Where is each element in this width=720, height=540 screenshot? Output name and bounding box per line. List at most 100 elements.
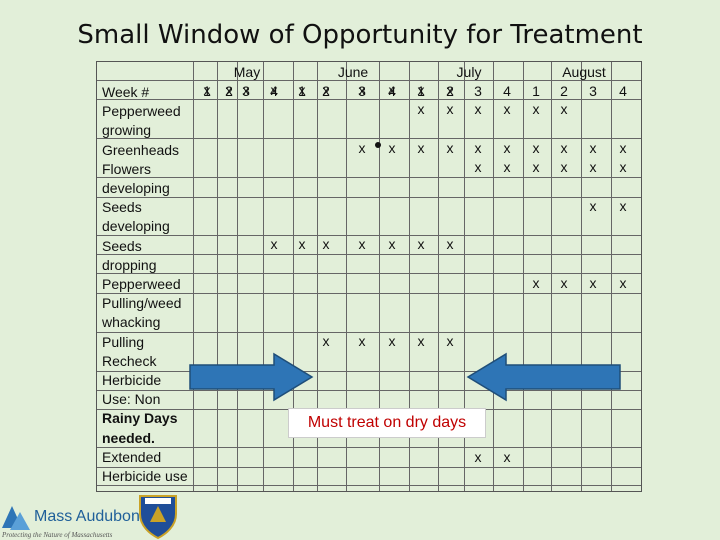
schedule-mark: x <box>503 159 511 175</box>
schedule-table: May June July August 1 2 3 4 1 2 3 4 1 2 3 4 1 2 3 4 Week # P… <box>96 61 642 492</box>
row-label: Pepperweed <box>102 276 181 292</box>
mass-audubon-logo: Mass Audubon Protecting the Nature of Ma… <box>1 495 177 540</box>
week-number: 3 <box>242 83 250 99</box>
schedule-mark: x <box>388 333 396 349</box>
grid-line <box>97 273 641 274</box>
row-label: Herbicide use <box>102 468 188 484</box>
schedule-mark: x <box>589 159 597 175</box>
schedule-mark: x <box>503 140 511 156</box>
grid-line <box>97 467 641 468</box>
schedule-mark: x <box>589 198 597 214</box>
grid-line <box>97 197 641 198</box>
svg-text:Mass Audubon: Mass Audubon <box>34 508 140 525</box>
grid-line <box>438 62 439 491</box>
grid-line <box>263 62 264 491</box>
schedule-mark: x <box>446 236 454 252</box>
schedule-mark: x <box>589 275 597 291</box>
month-header: August <box>562 64 606 80</box>
week-number: 3 <box>358 83 366 99</box>
grid-line <box>97 485 641 486</box>
row-label: Extended <box>102 448 162 465</box>
schedule-mark: x <box>417 333 425 349</box>
grid-line <box>97 138 641 139</box>
row-label: needed. <box>102 429 155 446</box>
row-label: Flowers <box>102 160 152 177</box>
schedule-mark: x <box>503 101 511 117</box>
schedule-mark: x <box>322 333 330 349</box>
week-number: 1 <box>417 83 425 99</box>
month-header: May <box>233 64 261 80</box>
schedule-mark: x <box>560 140 568 156</box>
svg-text:Protecting the Nature of Massa: Protecting the Nature of Massachusetts <box>1 531 113 539</box>
week-number: 3 <box>474 83 482 99</box>
schedule-mark: x <box>446 82 454 98</box>
grid-line <box>97 293 641 294</box>
schedule-mark: x <box>446 140 454 156</box>
schedule-mark: x <box>589 140 597 156</box>
schedule-mark: x <box>532 159 540 175</box>
month-header: July <box>456 64 482 80</box>
schedule-mark: x <box>388 82 396 98</box>
row-label: dropping <box>102 256 157 273</box>
schedule-mark: x <box>560 101 568 117</box>
logo-wordmark: Mass Audubon Protecting the Nature of Ma… <box>1 508 140 539</box>
schedule-mark: x <box>474 140 482 156</box>
row-label: Seeds <box>102 199 142 216</box>
row-label: Herbicide <box>102 372 162 388</box>
grid-line <box>317 62 318 491</box>
grid-line <box>97 390 641 391</box>
schedule-mark: x <box>532 101 540 117</box>
grid-line <box>97 99 641 100</box>
schedule-mark: x <box>560 159 568 175</box>
grid-line <box>193 62 194 491</box>
grid-line <box>97 447 641 448</box>
schedule-mark: x <box>388 236 396 252</box>
schedule-mark: x <box>322 236 330 252</box>
schedule-mark: x <box>388 140 396 156</box>
schedule-mark: x <box>417 82 425 98</box>
row-label: growing <box>102 122 152 139</box>
schedule-mark: x <box>358 333 366 349</box>
row-label: whacking <box>102 314 161 331</box>
schedule-mark: x <box>225 82 233 98</box>
row-label: Greenheads <box>102 141 180 158</box>
week-number: 1 <box>532 83 540 99</box>
grid-line <box>551 62 552 491</box>
week-number: 1 <box>298 83 306 99</box>
grid-line <box>581 62 582 491</box>
week-number: 2 <box>322 83 330 99</box>
grid-line <box>464 62 465 491</box>
left-arrow-icon <box>466 352 621 402</box>
row-label: Week # <box>102 84 150 100</box>
schedule-mark: x <box>474 449 482 465</box>
row-label: Pepperweed <box>102 103 181 120</box>
grid-line <box>97 235 641 236</box>
grid-line <box>409 62 410 491</box>
grid-line <box>237 62 238 491</box>
schedule-mark: x <box>358 236 366 252</box>
grid-line <box>97 177 641 178</box>
month-header: June <box>337 64 369 80</box>
grid-line <box>97 80 641 81</box>
week-number: 2 <box>560 83 568 99</box>
schedule-mark: x <box>474 159 482 175</box>
grid-line <box>97 254 641 255</box>
week-number: 4 <box>503 83 511 99</box>
schedule-mark: x <box>298 236 306 252</box>
grid-line <box>346 62 347 491</box>
right-arrow-icon <box>189 352 314 402</box>
week-number: 3 <box>589 83 597 99</box>
schedule-mark: x <box>417 101 425 117</box>
schedule-mark: x <box>503 449 511 465</box>
row-label: Pulling/weed <box>102 295 182 312</box>
grid-line <box>97 371 641 372</box>
row-label: developing <box>102 218 170 235</box>
row-label: Rainy Days <box>102 410 178 427</box>
schedule-mark: x <box>619 140 627 156</box>
week-number: 2 <box>446 83 454 99</box>
grid-line <box>611 62 612 491</box>
shield-icon <box>139 495 177 540</box>
schedule-mark: x <box>532 275 540 291</box>
schedule-mark: x <box>417 236 425 252</box>
schedule-mark: x <box>417 140 425 156</box>
